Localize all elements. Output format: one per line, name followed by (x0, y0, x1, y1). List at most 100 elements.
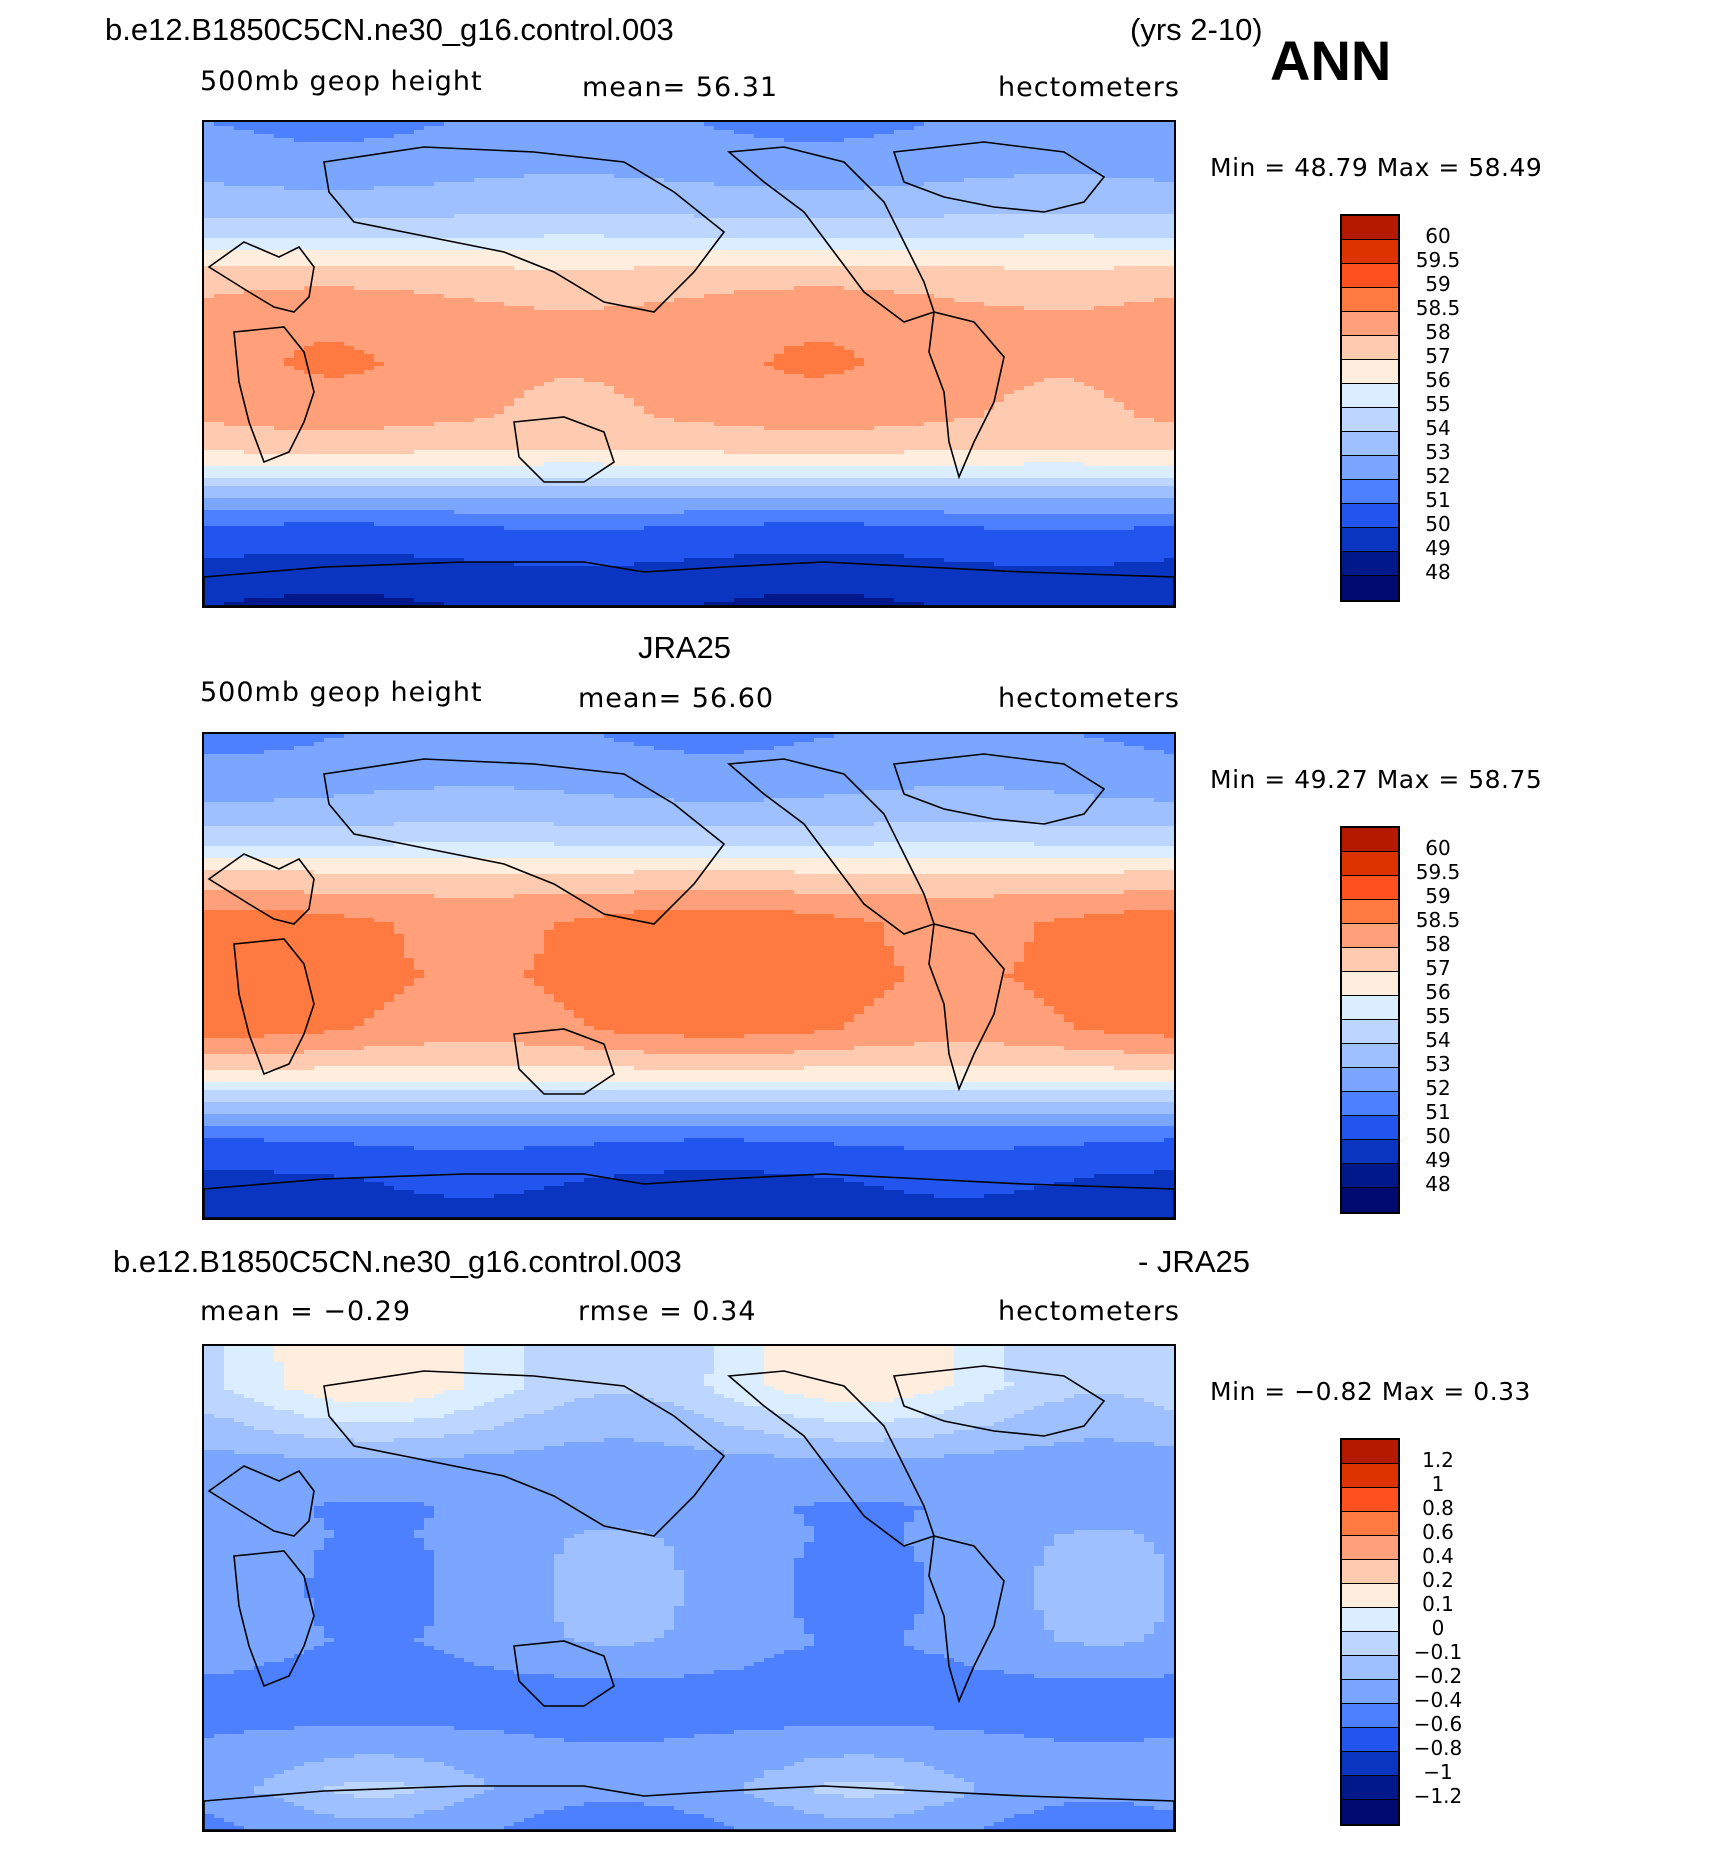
contour-cell (214, 290, 225, 295)
contour-cell (604, 122, 615, 127)
contour-cell (904, 150, 915, 155)
contour-cell (474, 226, 485, 231)
contour-cell (454, 186, 465, 191)
contour-cell (1164, 158, 1174, 163)
contour-cell (894, 210, 905, 215)
contour-cell (574, 130, 585, 135)
contour-cell (334, 278, 345, 283)
contour-cell (534, 306, 545, 311)
contour-cell (744, 214, 755, 219)
contour-cell (434, 122, 445, 127)
contour-cell (564, 290, 575, 295)
contour-cell (924, 186, 935, 191)
contour-cell (314, 254, 325, 259)
contour-cell (294, 318, 305, 323)
contour-cell (534, 182, 545, 187)
contour-cell (334, 186, 345, 191)
contour-cell (1084, 318, 1095, 323)
contour-cell (504, 266, 515, 271)
contour-cell (424, 314, 435, 319)
contour-cell (254, 138, 265, 143)
contour-cell (594, 254, 605, 259)
contour-cell (1164, 222, 1174, 227)
contour-cell (934, 174, 945, 179)
contour-cell (1164, 150, 1174, 155)
contour-cell (824, 154, 835, 159)
contour-cell (204, 182, 215, 187)
contour-cell (474, 274, 485, 279)
contour-cell (654, 294, 665, 299)
contour-cell (1114, 158, 1125, 163)
contour-cell (524, 126, 535, 131)
contour-cell (554, 194, 565, 199)
contour-cell (824, 290, 835, 295)
contour-cell (1144, 238, 1155, 243)
contour-cell (1104, 242, 1115, 247)
contour-cell (534, 178, 545, 183)
contour-cell (754, 206, 765, 211)
contour-cell (594, 298, 605, 303)
contour-cell (1024, 154, 1035, 159)
contour-cell (1024, 302, 1035, 307)
contour-cell (214, 306, 225, 311)
contour-cell (1104, 202, 1115, 207)
contour-cell (884, 254, 895, 259)
contour-cell (544, 218, 555, 223)
contour-cell (464, 258, 475, 263)
contour-cell (864, 126, 875, 131)
contour-cell (804, 150, 815, 155)
contour-cell (224, 218, 235, 223)
contour-cell (824, 266, 835, 271)
contour-cell (314, 298, 325, 303)
contour-cell (1044, 150, 1055, 155)
contour-cell (864, 202, 875, 207)
contour-cell (1094, 310, 1105, 315)
contour-cell (784, 210, 795, 215)
contour-cell (774, 182, 785, 187)
contour-cell (774, 234, 785, 239)
contour-cell (814, 206, 825, 211)
contour-cell (464, 210, 475, 215)
contour-cell (784, 154, 795, 159)
contour-cell (1024, 282, 1035, 287)
contour-cell (1164, 310, 1174, 315)
contour-cell (824, 150, 835, 155)
contour-cell (1024, 262, 1035, 267)
contour-cell (1034, 270, 1045, 275)
contour-cell (1064, 198, 1075, 203)
contour-cell (554, 266, 565, 271)
contour-cell (964, 134, 975, 139)
contour-cell (744, 314, 755, 319)
contour-cell (864, 218, 875, 223)
contour-cell (664, 246, 675, 251)
contour-cell (494, 150, 505, 155)
contour-cell (934, 306, 945, 311)
contour-cell (934, 230, 945, 235)
contour-cell (364, 258, 375, 263)
contour-cell (444, 294, 455, 299)
contour-cell (654, 322, 665, 327)
contour-cell (1104, 270, 1115, 275)
contour-cell (1014, 218, 1025, 223)
contour-cell (624, 158, 635, 163)
contour-cell (454, 254, 465, 259)
contour-cell (224, 274, 235, 279)
contour-cell (1034, 194, 1045, 199)
contour-cell (794, 154, 805, 159)
contour-cell (614, 234, 625, 239)
contour-cell (704, 290, 715, 295)
contour-cell (304, 126, 315, 131)
contour-cell (1094, 318, 1105, 323)
contour-cell (1104, 318, 1115, 323)
contour-cell (224, 310, 235, 315)
contour-cell (624, 182, 635, 187)
contour-cell (274, 314, 285, 319)
contour-cell (284, 150, 295, 155)
contour-cell (1134, 270, 1145, 275)
contour-cell (1024, 182, 1035, 187)
contour-cell (234, 142, 245, 147)
contour-cell (1024, 250, 1035, 255)
contour-cell (974, 174, 985, 179)
contour-cell (1134, 246, 1145, 251)
contour-cell (354, 246, 365, 251)
